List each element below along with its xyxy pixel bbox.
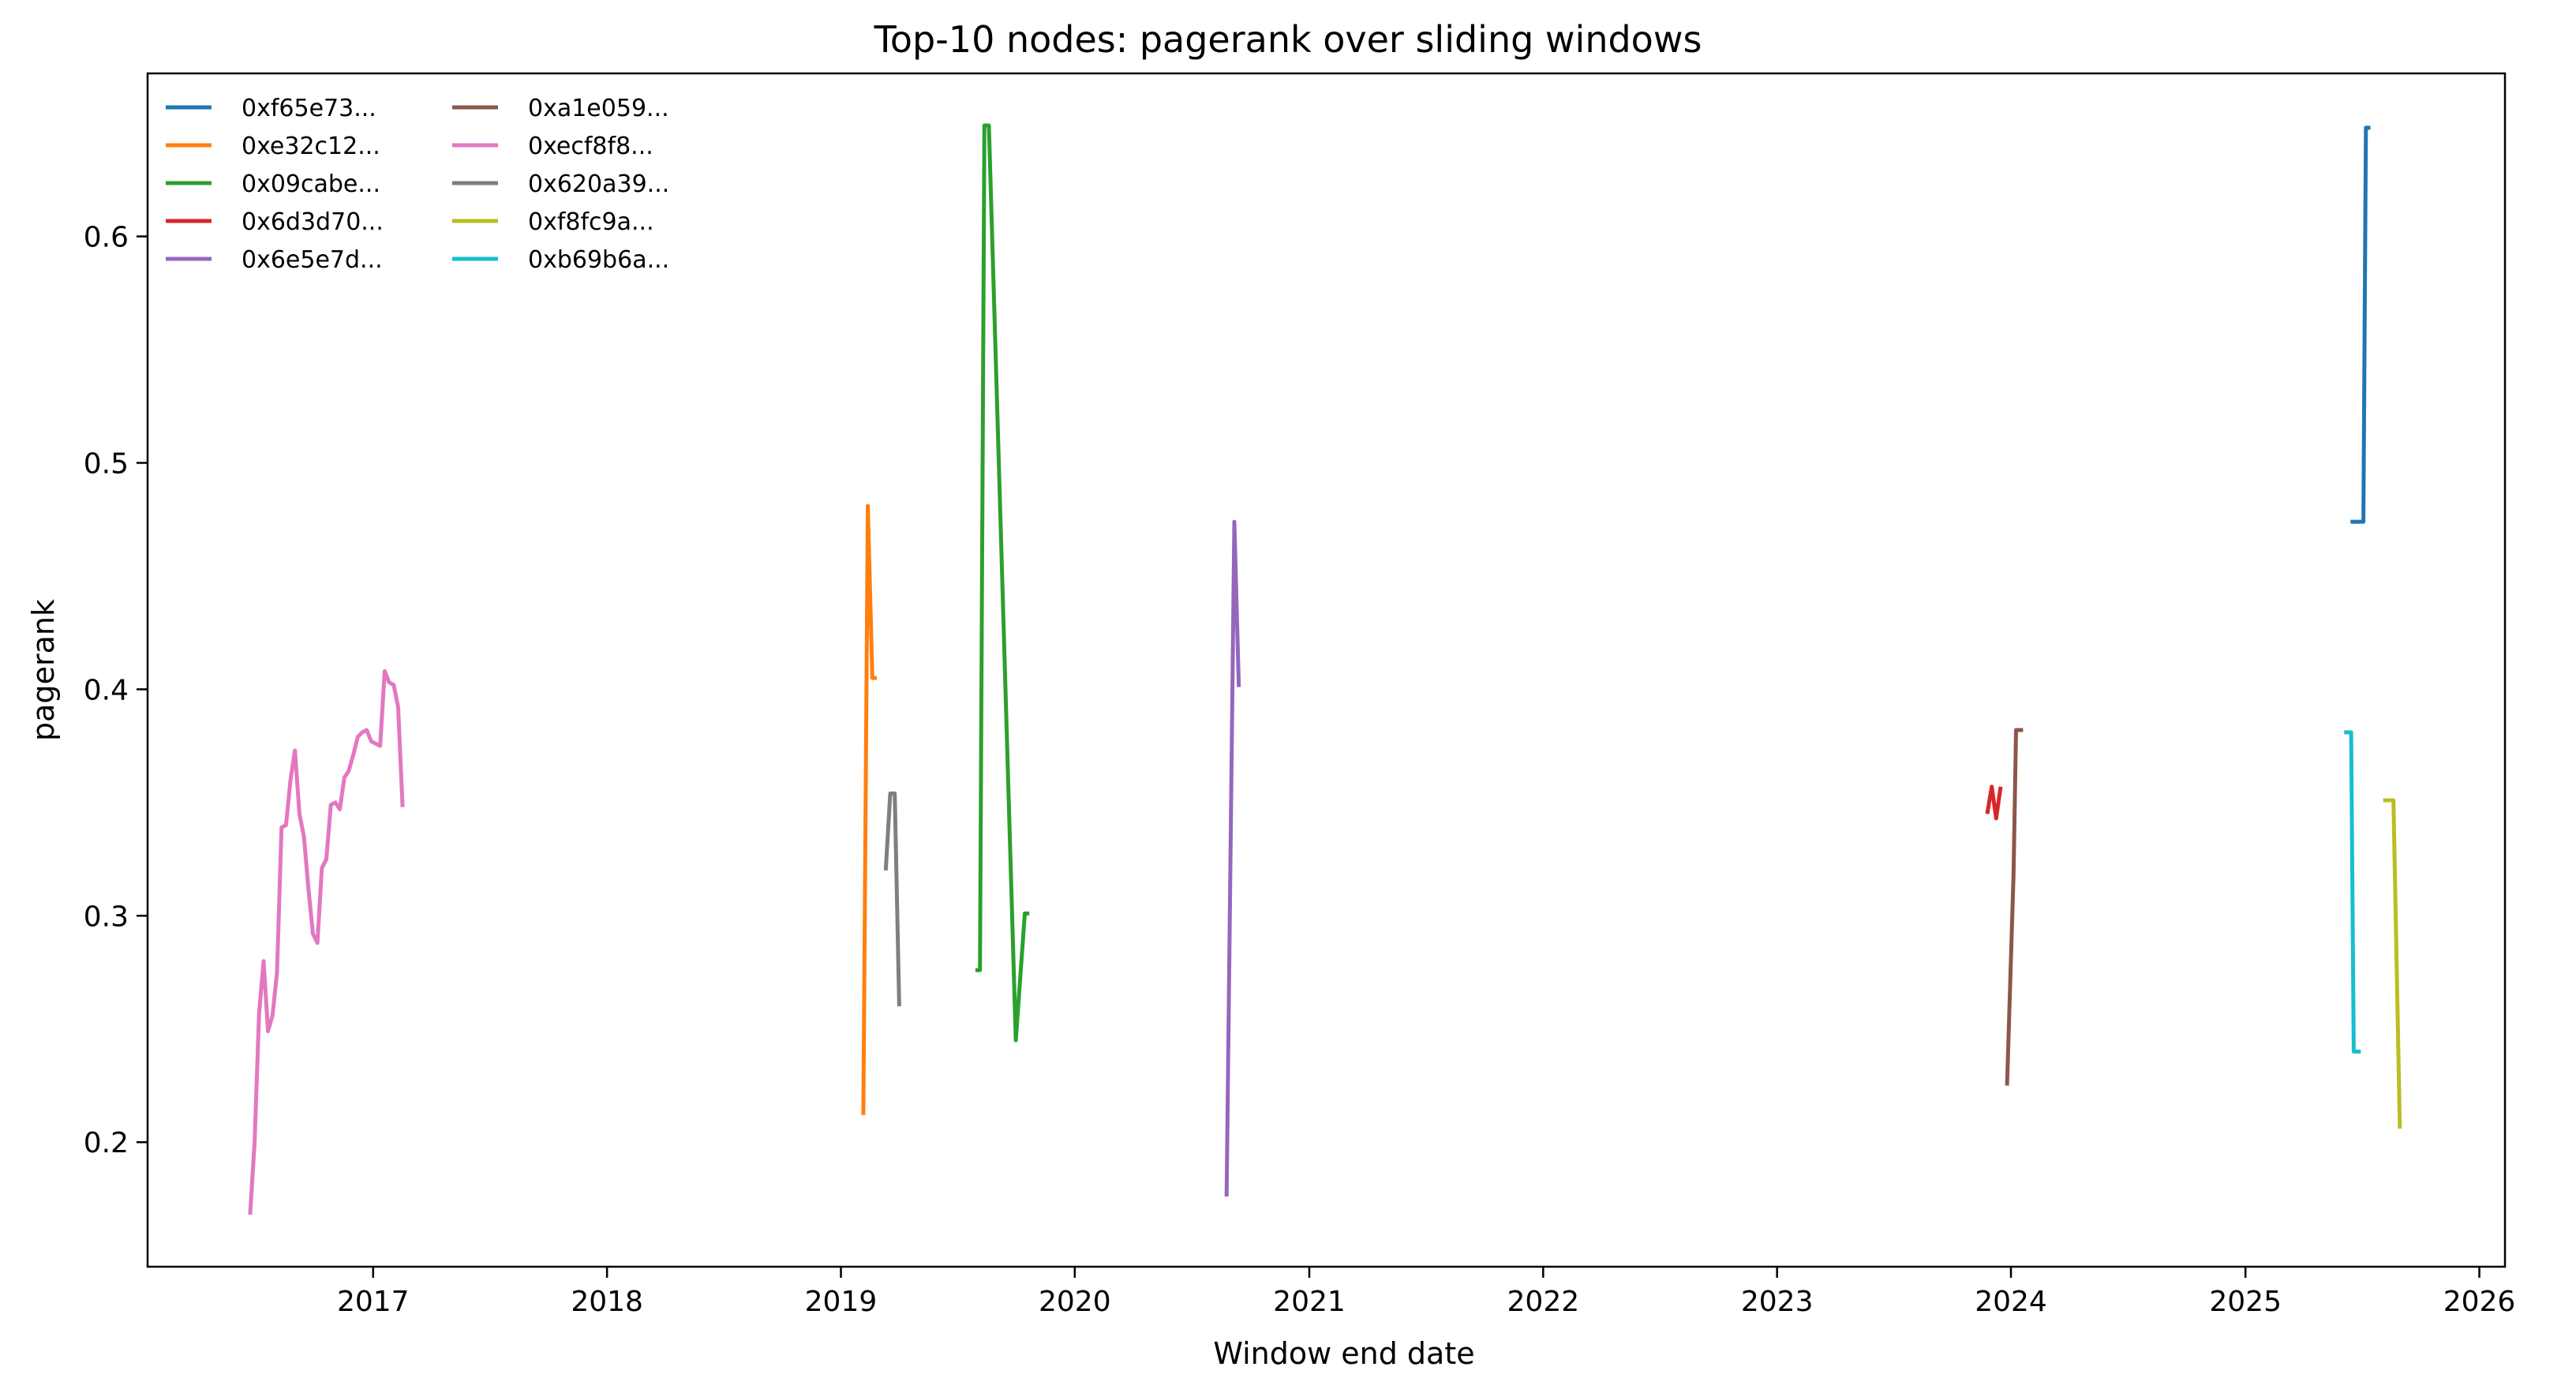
x-tick-label: 2019	[805, 1286, 878, 1318]
y-tick-label: 0.2	[84, 1127, 129, 1159]
legend-entry-label: 0xecf8f8...	[528, 133, 653, 160]
axes-layer: 2017 2018 2019 2020 2021 2022 2023 2024 2025 2026…	[84, 222, 2516, 1318]
series-line-8	[883, 791, 901, 1007]
x-tick-label: 2023	[1741, 1286, 1814, 1318]
series-line-6	[2005, 728, 2024, 1086]
series-line-2	[861, 504, 877, 1115]
x-tick-label: 2017	[337, 1286, 410, 1318]
x-tick-label: 2024	[1975, 1286, 2047, 1318]
series-line-5	[1224, 519, 1241, 1197]
legend: 0xf65e73... 0xe32c12... 0x09cabe... 0x6d3d7…	[166, 95, 669, 274]
legend-entry-label: 0x6e5e7d...	[242, 246, 383, 274]
chart-title: Top-10 nodes: pagerank over sliding wind…	[874, 18, 1702, 61]
legend-entry-label: 0xb69b6a...	[528, 246, 669, 274]
x-tick-label: 2022	[1507, 1286, 1580, 1318]
x-tick-label: 2026	[2443, 1286, 2516, 1318]
y-axis-label: pagerank	[26, 599, 61, 741]
legend-entry-label: 0xa1e059...	[528, 95, 669, 122]
x-axis-label: Window end date	[1213, 1336, 1474, 1371]
legend-entry-label: 0xf8fc9a...	[528, 208, 654, 236]
x-tick-label: 2025	[2209, 1286, 2282, 1318]
x-tick-label: 2021	[1273, 1286, 1346, 1318]
series-line-10	[2344, 730, 2361, 1054]
series-line-1	[2350, 125, 2371, 524]
legend-entry-label: 0xe32c12...	[242, 133, 380, 160]
series-line-4	[1985, 784, 2003, 821]
legend-entry-label: 0x6d3d70...	[242, 208, 384, 236]
series-line-7	[248, 668, 405, 1215]
x-tick-label: 2020	[1039, 1286, 1111, 1318]
y-tick-label: 0.3	[84, 901, 129, 933]
legend-entry-label: 0x09cabe...	[242, 170, 380, 198]
x-tick-label: 2018	[571, 1286, 643, 1318]
legend-entry-label: 0xf65e73...	[242, 95, 376, 122]
series-layer	[248, 123, 2402, 1215]
series-line-3	[975, 123, 1030, 1043]
plot-frame	[146, 72, 2507, 1268]
y-tick-label: 0.6	[84, 222, 129, 254]
series-line-9	[2383, 798, 2402, 1129]
y-tick-label: 0.5	[84, 447, 129, 480]
legend-entry-label: 0x620a39...	[528, 170, 669, 198]
y-tick-label: 0.4	[84, 674, 129, 706]
